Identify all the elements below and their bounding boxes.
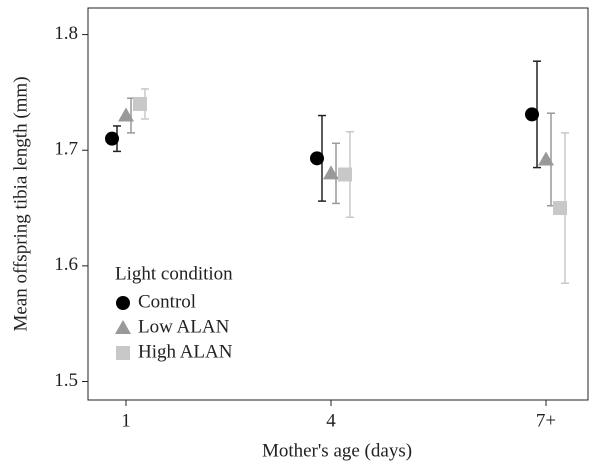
y-tick-label: 1.7: [54, 139, 78, 160]
point: [116, 346, 130, 360]
legend-title: Light condition: [115, 263, 233, 284]
point: [553, 201, 567, 216]
x-tick-label: 4: [326, 410, 336, 431]
x-tick-label: 7+: [536, 410, 556, 431]
y-tick-label: 1.8: [54, 23, 78, 44]
point: [323, 165, 339, 180]
point: [310, 151, 324, 166]
x-axis-label: Mother's age (days): [262, 440, 412, 461]
legend-label: Low ALAN: [138, 316, 230, 337]
plot-frame: [87, 7, 589, 401]
point: [118, 107, 134, 122]
point: [538, 151, 554, 166]
y-tick-label: 1.6: [54, 254, 78, 275]
y-axis-label: Mean offspring tibia length (mm): [10, 76, 31, 331]
legend-label: Control: [138, 291, 196, 312]
x-tick-label: 1: [121, 410, 131, 431]
point: [115, 320, 131, 334]
point: [338, 167, 352, 182]
y-tick-label: 1.5: [54, 370, 78, 391]
point: [116, 296, 130, 310]
legend-label: High ALAN: [138, 341, 233, 362]
point: [133, 96, 147, 111]
point: [105, 131, 119, 146]
point: [525, 107, 539, 122]
